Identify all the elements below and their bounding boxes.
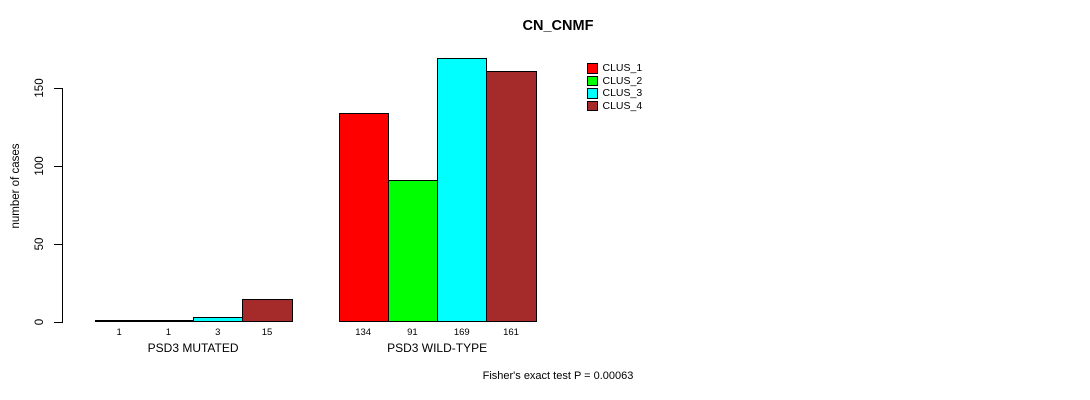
bar-clus_4-group2 xyxy=(486,71,537,322)
y-tick-label: 100 xyxy=(34,156,46,176)
y-tick-mark xyxy=(53,321,62,323)
bar-value-label: 134 xyxy=(355,326,372,338)
legend-label: CLUS_3 xyxy=(602,87,643,100)
legend-swatch-icon xyxy=(587,100,598,111)
bar-clus_2-group1 xyxy=(143,320,195,322)
legend-item-clus_2: CLUS_2 xyxy=(587,75,642,88)
bar-value-label: 1 xyxy=(165,326,172,338)
chart-title: CN_CNMF xyxy=(522,18,594,34)
y-tick-mark xyxy=(53,243,62,245)
legend-label: CLUS_2 xyxy=(602,74,643,87)
legend-swatch-icon xyxy=(587,63,598,74)
x-group-label: PSD3 MUTATED xyxy=(147,341,239,355)
bar-clus_2-group2 xyxy=(387,180,439,322)
legend-item-clus_4: CLUS_4 xyxy=(587,100,642,113)
bar-value-label: 161 xyxy=(503,326,519,338)
y-axis-label: number of cases xyxy=(10,143,22,229)
bar-clus_4-group1 xyxy=(242,299,293,322)
legend-swatch-icon xyxy=(587,75,598,86)
legend-item-clus_3: CLUS_3 xyxy=(587,87,642,100)
bar-value-label: 169 xyxy=(453,326,470,338)
bar-value-label: 15 xyxy=(261,326,273,338)
legend-swatch-icon xyxy=(587,88,598,99)
bar-value-label: 3 xyxy=(215,326,221,338)
y-axis-line xyxy=(61,88,63,323)
y-tick-mark xyxy=(53,87,62,89)
legend: CLUS_1 CLUS_2 CLUS_3 CLUS_4 xyxy=(587,62,642,112)
bar-clus_3-group2 xyxy=(437,58,488,322)
bar-clus_3-group1 xyxy=(193,317,244,322)
legend-label: CLUS_4 xyxy=(602,99,643,112)
bar-value-label: 1 xyxy=(116,326,122,338)
x-group-label: PSD3 WILD-TYPE xyxy=(387,341,488,355)
bar-value-label: 91 xyxy=(407,326,418,338)
y-tick-label: 150 xyxy=(34,78,46,98)
y-tick-mark xyxy=(53,165,62,167)
bar-clus_1-group1 xyxy=(94,320,145,322)
legend-item-clus_1: CLUS_1 xyxy=(587,62,642,75)
legend-label: CLUS_1 xyxy=(602,62,643,75)
fisher-test-note: Fisher's exact test P = 0.00063 xyxy=(482,370,634,382)
bar-clus_1-group2 xyxy=(338,113,389,322)
y-tick-label: 0 xyxy=(34,318,46,326)
y-tick-label: 50 xyxy=(34,237,46,251)
